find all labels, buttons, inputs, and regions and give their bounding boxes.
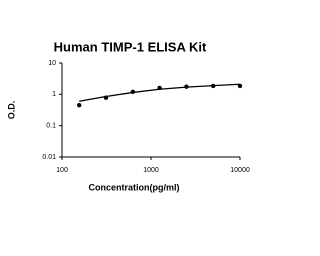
y-tick-label: 0.01 (42, 154, 56, 161)
y-axis-label: O.D. (6, 101, 16, 120)
y-tick-label: 1 (52, 91, 56, 98)
x-tick-label: 1000 (143, 167, 159, 174)
x-tick-label: 10000 (230, 167, 250, 174)
x-axis-label: Concentration(pg/ml) (89, 182, 180, 192)
y-tick-label: 0.1 (46, 123, 56, 130)
data-point (76, 102, 82, 108)
chart: Human TIMP-1 ELISA Kit Concentration(pg/… (6, 39, 250, 192)
chart-title: Human TIMP-1 ELISA Kit (54, 39, 207, 54)
fit-curve (79, 83, 241, 102)
x-tick-label: 100 (56, 167, 68, 174)
y-tick-label: 10 (48, 60, 56, 67)
